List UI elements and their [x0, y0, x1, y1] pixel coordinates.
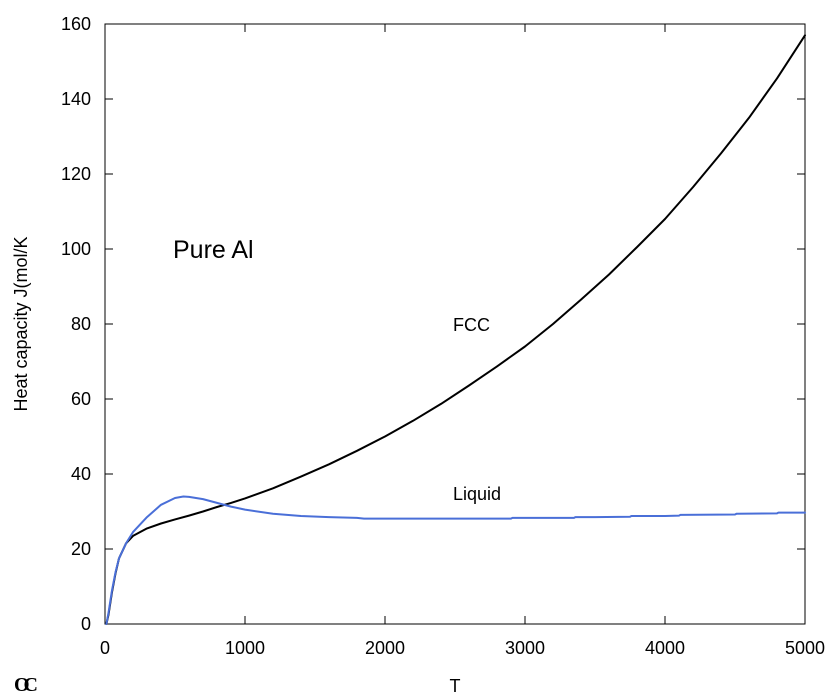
y-axis-title: Heat capacity J(mol/K [11, 236, 31, 411]
annotation-pure-al: Pure Al [173, 236, 254, 264]
y-tick-label: 100 [61, 239, 91, 259]
y-tick-label: 0 [81, 614, 91, 634]
series-line-liquid [105, 495, 806, 625]
y-tick-label: 140 [61, 89, 91, 109]
x-tick-label: 2000 [365, 638, 405, 658]
x-tick-label: 5000 [785, 638, 825, 658]
y-tick-label: 60 [71, 389, 91, 409]
x-tick-label: 3000 [505, 638, 545, 658]
x-tick-label: 1000 [225, 638, 265, 658]
corner-logo: OC [14, 674, 37, 696]
series-line-fcc [105, 34, 806, 625]
y-tick-label: 40 [71, 464, 91, 484]
x-tick-label: 4000 [645, 638, 685, 658]
y-tick-label: 20 [71, 539, 91, 559]
y-tick-label: 160 [61, 14, 91, 34]
y-tick-label: 120 [61, 164, 91, 184]
series-layer [105, 34, 806, 625]
x-tick-label: 0 [100, 638, 110, 658]
annotation-fcc: FCC [453, 315, 490, 335]
x-axis-ticks: 0 1000 2000 3000 4000 5000 [100, 24, 825, 658]
y-axis-ticks: 0 20 40 60 80 100 120 140 160 [61, 14, 805, 634]
y-tick-label: 80 [71, 314, 91, 334]
x-axis-title: T [450, 676, 461, 696]
annotation-liquid: Liquid [453, 484, 501, 504]
